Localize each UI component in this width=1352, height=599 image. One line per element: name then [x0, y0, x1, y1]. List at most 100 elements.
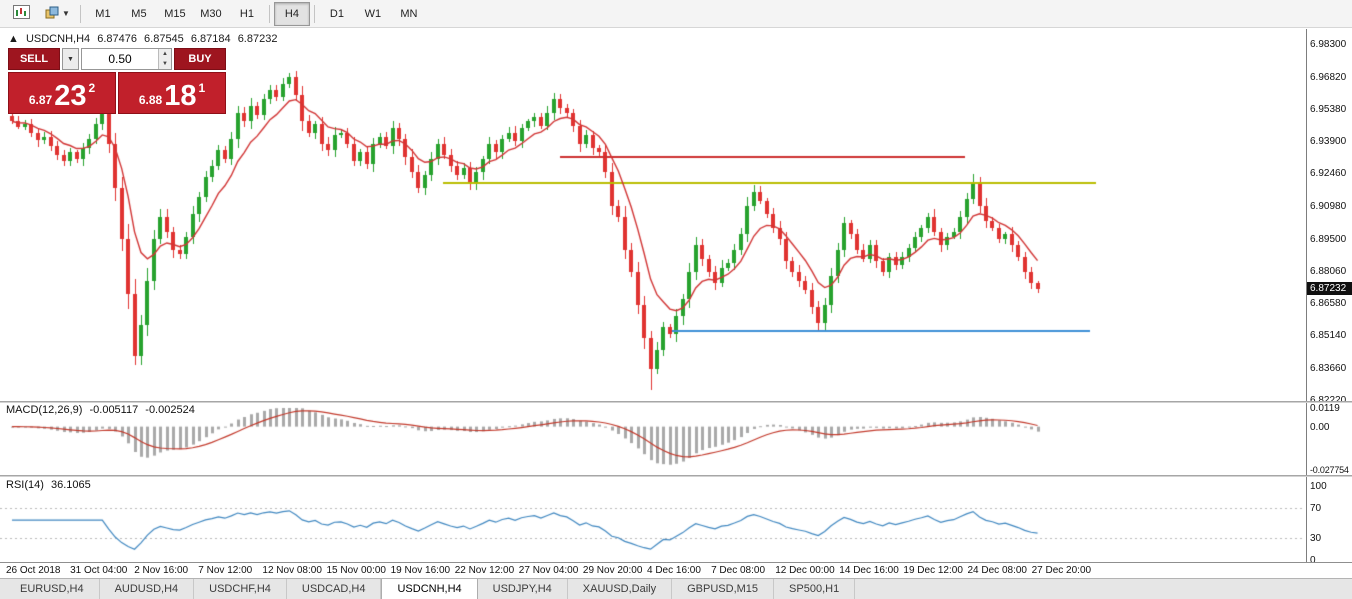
- axis-label: 6.96820: [1310, 71, 1347, 83]
- axis-label: 0.00: [1310, 421, 1330, 433]
- chart-style-dropdown[interactable]: ▼: [39, 2, 76, 26]
- axis-label: 6.92460: [1310, 168, 1347, 180]
- time-label: 22 Nov 12:00: [454, 565, 515, 576]
- time-label: 19 Nov 16:00: [390, 565, 451, 576]
- chevron-down-icon: ▼: [62, 9, 70, 18]
- chart-tab-usdcnh[interactable]: USDCNH,H4: [381, 579, 478, 599]
- axis-label: 6.88060: [1310, 265, 1347, 277]
- toolbar: ▼ M1 M5 M15 M30 H1 H4 D1 W1 MN: [0, 0, 1352, 28]
- timeframe-mn[interactable]: MN: [400, 7, 418, 20]
- time-label: 4 Dec 16:00: [647, 565, 701, 576]
- time-label: 2 Nov 16:00: [134, 565, 189, 576]
- bid-big-digits: 23: [54, 80, 87, 113]
- axis-label: 6.98300: [1310, 38, 1347, 50]
- current-price-badge: 6.87232: [1307, 282, 1352, 296]
- toolbar-separator: [268, 4, 270, 23]
- timeframe-m15[interactable]: M15: [164, 7, 186, 20]
- toolbar-separator: [313, 4, 315, 23]
- toolbar-separator: [79, 4, 81, 23]
- ask-prefix: 6.88: [138, 93, 163, 107]
- chart-tab-gbpusd[interactable]: GBPUSD,M15: [672, 579, 775, 599]
- rsi-value: 36.1065: [50, 479, 91, 491]
- axis-label: 0.0119: [1310, 403, 1340, 414]
- time-label: 7 Nov 12:00: [198, 565, 253, 576]
- macd-name: MACD(12,26,9): [6, 404, 83, 416]
- volume-stepper[interactable]: ▲ ▼: [158, 49, 171, 69]
- axis-label: 6.90980: [1310, 201, 1347, 213]
- bid-pipette: 2: [88, 81, 96, 95]
- time-label: 27 Dec 20:00: [1031, 565, 1092, 576]
- time-label: 7 Dec 08:00: [711, 565, 766, 576]
- axis-label: 6.89500: [1310, 233, 1347, 245]
- chart-tab-eurusd[interactable]: EURUSD,H4: [5, 579, 100, 599]
- ask-pipette: 1: [198, 81, 206, 95]
- axis-label: 6.95380: [1310, 103, 1347, 115]
- timeframe-m5[interactable]: M5: [131, 7, 147, 20]
- axis-label: 6.82220: [1310, 395, 1346, 406]
- chart-tab-usdcad[interactable]: USDCAD,H4: [287, 579, 382, 599]
- axis-label: 30: [1310, 532, 1322, 544]
- time-label: 27 Nov 04:00: [518, 565, 579, 576]
- time-label: 12 Nov 08:00: [262, 565, 322, 576]
- time-label: 29 Nov 20:00: [582, 565, 643, 576]
- chart-window-icon: [12, 5, 30, 22]
- time-label: 24 Dec 08:00: [967, 565, 1028, 576]
- stepper-down-icon[interactable]: ▼: [159, 59, 171, 69]
- timeframe-w1[interactable]: W1: [364, 7, 382, 20]
- timeframe-m1[interactable]: M1: [95, 7, 111, 20]
- ohlc-header: ▲ USDCNH,H4 6.87476 6.87545 6.87184 6.87…: [8, 33, 281, 45]
- timeframe-m30[interactable]: M30: [200, 7, 222, 20]
- rsi-label: RSI(14) 36.1065: [6, 479, 95, 491]
- layers-icon: [45, 6, 60, 22]
- price-axis[interactable]: 6.87232 6.98300 6.96820 6.95380 6.93900 6.92…: [1306, 29, 1352, 578]
- time-label: 15 Nov 00:00: [326, 565, 387, 576]
- timeframe-d1[interactable]: D1: [329, 7, 344, 20]
- pane-separator[interactable]: [0, 401, 1352, 403]
- chart-tab-audusd[interactable]: AUDUSD,H4: [100, 579, 195, 599]
- buy-button[interactable]: BUY: [174, 48, 226, 70]
- chart-tab-usdchf[interactable]: USDCHF,H4: [194, 579, 287, 599]
- ohlc-close: 6.87232: [237, 33, 278, 45]
- one-click-trading-panel: SELL ▼ ▲ ▼ BUY 6.87 23 2 6.88 18 1: [8, 48, 226, 114]
- rsi-name: RSI(14): [6, 479, 44, 491]
- symbol-period: USDCNH,H4: [25, 33, 91, 45]
- axis-label: 0: [1310, 555, 1316, 566]
- ask-price-box[interactable]: 6.88 18 1: [118, 72, 226, 114]
- time-label: 12 Dec 00:00: [775, 565, 835, 576]
- stepper-up-icon[interactable]: ▲: [159, 49, 171, 59]
- sell-button[interactable]: SELL: [8, 48, 60, 70]
- chart-tab-xauusd[interactable]: XAUUSD,Daily: [568, 579, 673, 599]
- chart-tabbar: EURUSD,H4 AUDUSD,H4 USDCHF,H4 USDCAD,H4 USDC…: [0, 578, 1352, 599]
- ohlc-open: 6.87476: [97, 33, 137, 45]
- axis-label: 6.86580: [1310, 298, 1347, 310]
- chart-tab-usdjpy[interactable]: USDJPY,H4: [478, 579, 568, 599]
- axis-label: 6.83660: [1310, 363, 1347, 375]
- timeframe-h1[interactable]: H1: [239, 7, 254, 20]
- ask-big-digits: 18: [164, 80, 197, 113]
- axis-label: 6.93900: [1310, 136, 1347, 148]
- time-label: 31 Oct 04:00: [70, 565, 128, 576]
- macd-value-main: -0.005117: [89, 404, 139, 416]
- time-axis[interactable]: 26 Oct 2018 31 Oct 04:00 2 Nov 16:00 7 Nov …: [0, 562, 1352, 578]
- axis-label: 100: [1310, 481, 1327, 492]
- macd-value-signal: -0.002524: [145, 404, 195, 416]
- volume-input[interactable]: [82, 49, 159, 69]
- chart-tab-sp500[interactable]: SP500,H1: [774, 579, 856, 599]
- volume-preset-dropdown[interactable]: ▼: [62, 48, 79, 70]
- bid-price-box[interactable]: 6.87 23 2: [8, 72, 116, 114]
- axis-label: -0.027754: [1310, 465, 1349, 475]
- axis-label: 70: [1310, 503, 1322, 515]
- time-label: 14 Dec 16:00: [839, 565, 899, 576]
- time-label: 19 Dec 12:00: [903, 565, 963, 576]
- chart-window-button[interactable]: [3, 2, 39, 26]
- ohlc-low: 6.87184: [190, 33, 231, 45]
- bid-prefix: 6.87: [28, 93, 53, 107]
- ohlc-high: 6.87545: [144, 33, 184, 45]
- pane-separator[interactable]: [0, 475, 1352, 477]
- timeframe-h4[interactable]: H4: [273, 1, 310, 26]
- chart-marker-icon: ▲: [8, 33, 19, 45]
- timeframe-group: M1 M5 M15 M30 H1 H4 D1 W1 MN: [85, 1, 427, 26]
- time-label: 26 Oct 2018: [6, 565, 61, 576]
- axis-label: 6.85140: [1310, 330, 1347, 342]
- macd-label: MACD(12,26,9) -0.005117 -0.002524: [6, 404, 199, 416]
